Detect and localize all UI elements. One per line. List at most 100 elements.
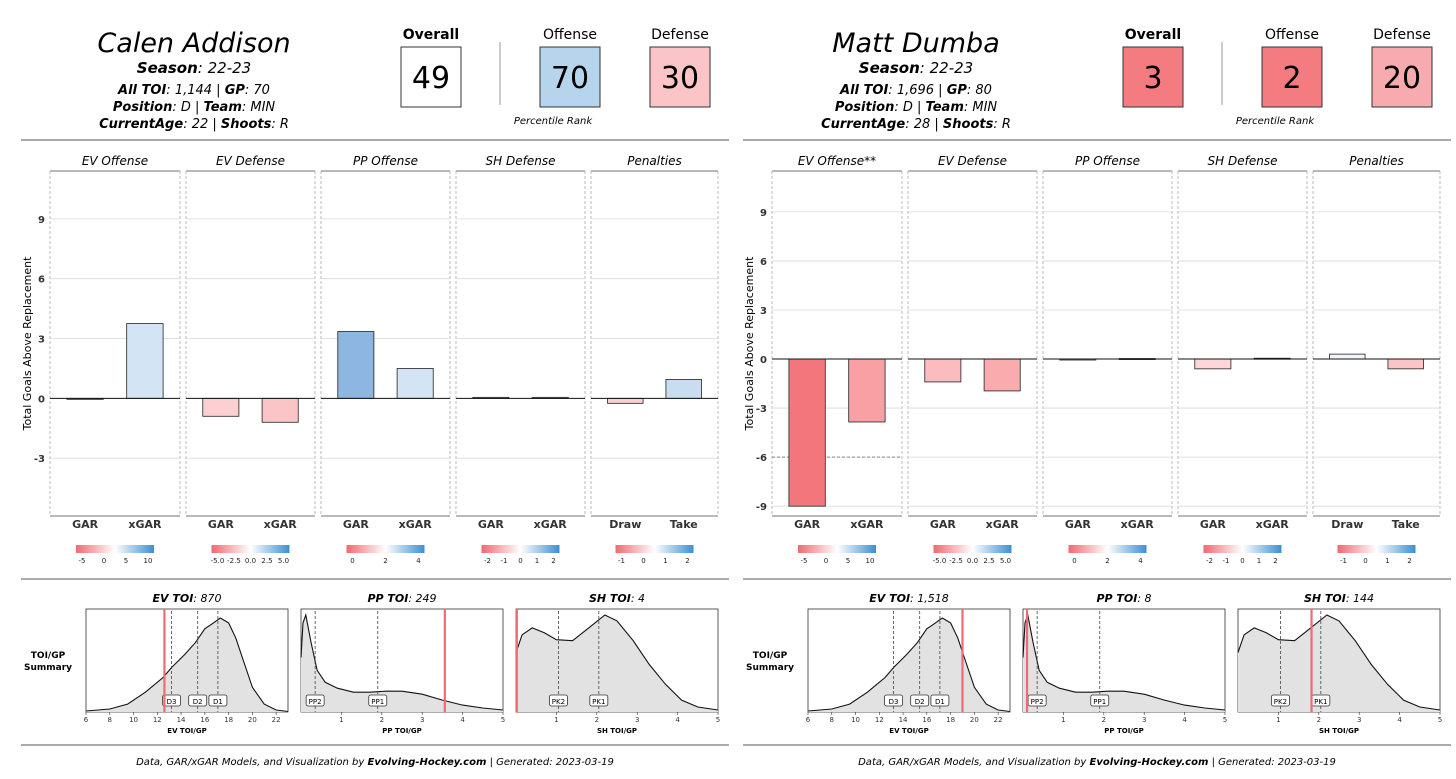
x-category-label: Take [1392, 518, 1420, 531]
x-category-label: xGAR [128, 518, 162, 531]
panel-title: PP Offense [1075, 154, 1140, 168]
x-tick-label: 2 [1317, 716, 1321, 724]
y-tick-label: 0 [38, 394, 45, 405]
legend-tick: 2 [1407, 557, 1411, 565]
x-category-label: GAR [208, 518, 235, 531]
legend-tick: -1 [1223, 557, 1230, 565]
x-category-label: Take [670, 518, 698, 531]
toi-x-axis-label: EV TOI/GP [889, 727, 928, 735]
depth-label-box [930, 694, 950, 707]
depth-label-box [1271, 694, 1290, 707]
bar-panel-5: Penalties Draw Take -1 0 1 2 [1312, 154, 1441, 565]
depth-label: PK2 [552, 698, 565, 706]
bar-panel-1: EV Offense** GAR xGAR -5 0 5 10 [771, 154, 903, 565]
color-legend-bar [933, 545, 1012, 553]
color-legend-bar [346, 545, 425, 553]
depth-label: PP1 [1093, 698, 1106, 706]
y-tick-label: -9 [756, 502, 767, 513]
density-curve [515, 614, 719, 711]
bar-panel-3: PP Offense GAR xGAR 0 2 4 [320, 154, 451, 565]
x-tick-label: 22 [272, 716, 281, 724]
rating-label-overall: Overall [403, 27, 459, 43]
density-area [516, 615, 718, 712]
bar-panel-3: PP Offense GAR xGAR 0 2 4 [1042, 154, 1173, 565]
legend-tick: 1 [535, 557, 539, 565]
legend-tick: 0.0 [967, 557, 978, 565]
rating-label-offense: Offense [543, 27, 597, 43]
bar-gar [202, 397, 240, 417]
depth-label: D2 [915, 698, 925, 706]
density-curve [85, 617, 289, 713]
x-tick-label: 1 [1061, 716, 1065, 724]
bar-panel-4: SH Defense GAR xGAR -2 -1 0 1 2 [455, 154, 586, 565]
x-tick-label: 4 [1182, 716, 1187, 724]
legend-tick: 10 [144, 557, 153, 565]
legend-tick: 1 [1385, 557, 1389, 565]
x-category-label: Draw [609, 518, 641, 531]
summary-label-line1: TOI/GP [753, 651, 788, 661]
y-tick-label: 6 [760, 257, 767, 268]
y-tick-label: 0 [760, 355, 767, 366]
summary-label-line2: Summary [746, 663, 794, 673]
toi-panel-1: EV TOI: 870 D3 D2 D1 6 8 10 12 14 16 18 20 22 EV TOI/… [84, 592, 289, 735]
bar-take [1387, 358, 1424, 370]
rating-label-defense: Defense [1373, 27, 1431, 43]
rating-box-offense [539, 46, 601, 108]
depth-label-box [368, 694, 388, 707]
legend-tick: 10 [866, 557, 875, 565]
legend-tick: 1 [663, 557, 667, 565]
x-category-label: GAR [1065, 518, 1092, 531]
rating-label-offense: Offense [1265, 27, 1319, 43]
y-tick-label: 9 [760, 208, 767, 219]
legend-tick: 5.0 [1000, 557, 1011, 565]
x-tick-label: 18 [224, 716, 233, 724]
x-category-label: GAR [1200, 518, 1227, 531]
percentile-caption: Percentile Rank [1236, 116, 1316, 127]
legend-tick: 5 [124, 557, 128, 565]
legend-tick: -1 [618, 557, 625, 565]
panel-title: EV Defense [216, 154, 285, 168]
depth-label: PK1 [1314, 698, 1327, 706]
toi-x-axis-label: SH TOI/GP [1319, 727, 1359, 735]
legend-tick: 2 [685, 557, 689, 565]
rating-label-defense: Defense [651, 27, 709, 43]
panel-title: SH Defense [486, 154, 556, 168]
x-tick-label: 1 [1276, 716, 1280, 724]
x-category-label: xGAR [1121, 518, 1155, 531]
depth-label: PP1 [371, 698, 384, 706]
x-category-label: xGAR [534, 518, 568, 531]
depth-label-box [549, 694, 568, 707]
legend-tick: -5 [79, 557, 86, 565]
x-category-label: GAR [930, 518, 957, 531]
density-area [808, 618, 1010, 712]
x-tick-label: 5 [716, 716, 720, 724]
legend-tick: 2 [383, 557, 387, 565]
toi-panel-2: PP TOI: 8 PP2 PP1 1 2 3 4 5 PP TOI/GP [1022, 592, 1227, 735]
panel-title: PP Offense [353, 154, 418, 168]
x-tick-label: 4 [1397, 716, 1402, 724]
x-tick-label: 10 [129, 716, 138, 724]
rating-value-offense: 2 [1282, 61, 1301, 96]
legend-tick: 5 [846, 557, 850, 565]
y-tick-label: 3 [760, 306, 767, 317]
legend-tick: -2 [1206, 557, 1213, 565]
legend-tick: -1 [501, 557, 508, 565]
x-tick-label: 5 [1223, 716, 1227, 724]
bar-xgar [983, 358, 1021, 392]
depth-label: PK1 [592, 698, 605, 706]
legend-tick: 0 [350, 557, 354, 565]
depth-label: D1 [935, 698, 945, 706]
x-tick-label: 10 [851, 716, 860, 724]
legend-tick: -5.0 [211, 557, 225, 565]
y-tick-label: 3 [38, 335, 45, 346]
depth-label: D3 [889, 698, 899, 706]
legend-tick: 2.5 [983, 557, 994, 565]
toi-panel-title: PP TOI: 249 [367, 592, 436, 605]
x-tick-label: 22 [994, 716, 1003, 724]
color-legend-bar [1203, 545, 1282, 553]
x-tick-label: 8 [108, 716, 112, 724]
toi-panel-3: SH TOI: 144 PK2 PK1 1 2 3 4 5 SH TOI/GP [1237, 592, 1442, 735]
depth-label-box [162, 694, 181, 707]
summary-label-line1: TOI/GP [31, 651, 66, 661]
